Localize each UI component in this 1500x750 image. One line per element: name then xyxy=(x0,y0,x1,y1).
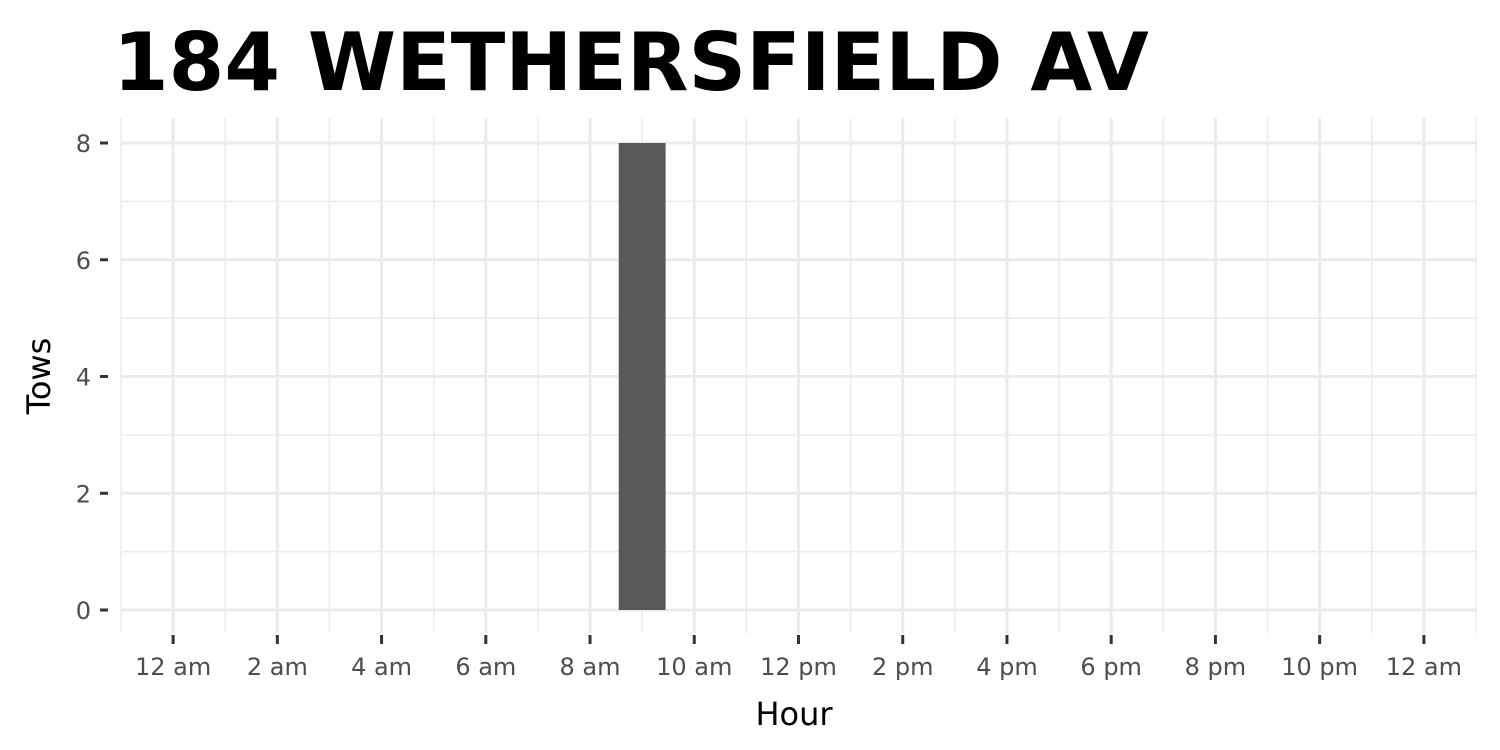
y-tick-label: 8 xyxy=(76,130,91,158)
x-tick-label: 10 am xyxy=(656,653,732,681)
x-tick-label: 8 pm xyxy=(1185,653,1247,681)
x-tick-label: 2 pm xyxy=(872,653,934,681)
x-tick-label: 12 am xyxy=(1386,653,1462,681)
x-axis-title: Hour xyxy=(755,695,833,733)
x-tick-label: 8 am xyxy=(560,653,621,681)
y-tick-label: 0 xyxy=(76,597,91,625)
y-tick-label: 2 xyxy=(76,480,91,508)
x-tick-label: 4 pm xyxy=(976,653,1038,681)
x-tick-label: 10 pm xyxy=(1281,653,1358,681)
bar xyxy=(618,143,666,610)
x-tick-label: 12 pm xyxy=(760,653,837,681)
x-tick-label: 4 am xyxy=(351,653,412,681)
y-axis: 0 2 4 6 8 xyxy=(76,130,108,625)
grid-lines xyxy=(120,118,1477,633)
y-axis-title: Tows xyxy=(20,338,58,416)
x-tick-label: 12 am xyxy=(135,653,211,681)
x-tick-label: 6 pm xyxy=(1080,653,1142,681)
bars xyxy=(618,143,666,610)
y-tick-label: 4 xyxy=(76,364,91,392)
x-axis: 12 am 2 am 4 am 6 am 8 am 10 am 12 pm 2 pm 4 pm 6… xyxy=(135,635,1462,681)
chart-title: 184 WETHERSFIELD AV xyxy=(113,16,1149,109)
y-tick-label: 6 xyxy=(76,247,91,275)
x-tick-label: 6 am xyxy=(455,653,516,681)
x-tick-label: 2 am xyxy=(247,653,308,681)
